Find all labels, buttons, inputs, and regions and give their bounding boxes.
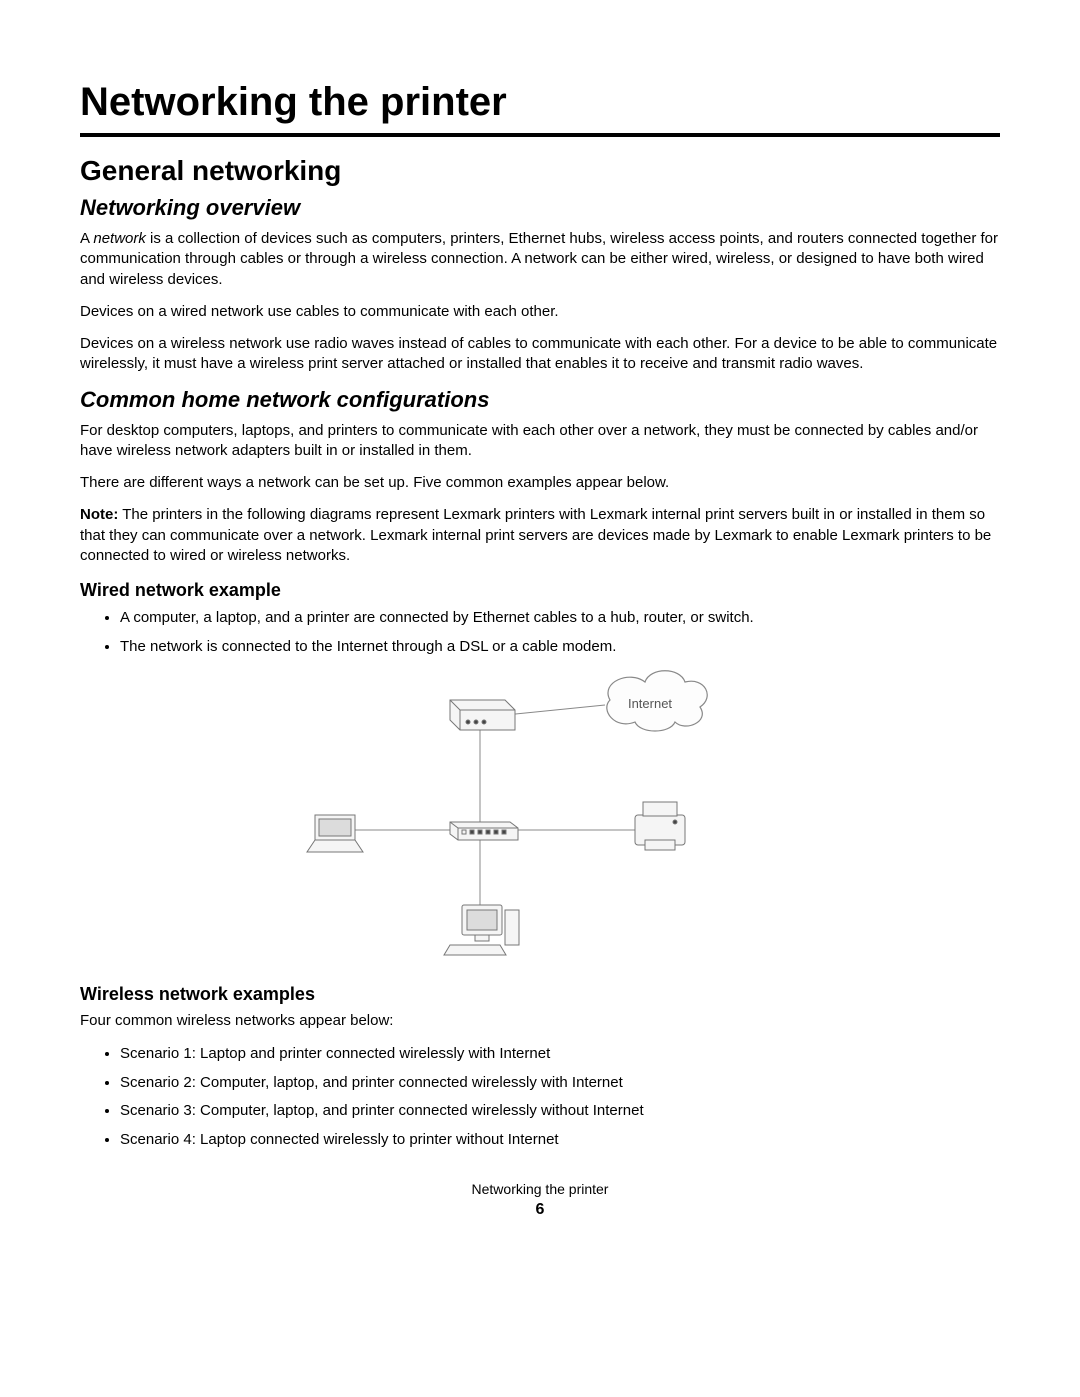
wireless-heading: Wireless network examples <box>80 984 1000 1005</box>
network-diagram-svg: Internet <box>300 670 780 970</box>
p1-post: is a collection of devices such as compu… <box>80 230 998 288</box>
subsection-configs-heading: Common home network configurations <box>80 387 1000 413</box>
horizontal-rule <box>80 133 1000 137</box>
wired-heading: Wired network example <box>80 580 1000 601</box>
section-heading: General networking <box>80 155 1000 187</box>
configs-note: Note: The printers in the following diag… <box>80 505 1000 566</box>
overview-paragraph-1: A network is a collection of devices suc… <box>80 229 1000 290</box>
overview-paragraph-2: Devices on a wired network use cables to… <box>80 302 1000 322</box>
page-footer: Networking the printer 6 <box>80 1181 1000 1219</box>
configs-paragraph-2: There are different ways a network can b… <box>80 473 1000 493</box>
configs-paragraph-1: For desktop computers, laptops, and prin… <box>80 421 1000 462</box>
wireless-intro: Four common wireless networks appear bel… <box>80 1011 1000 1031</box>
wireless-scenario-2: Scenario 2: Computer, laptop, and printe… <box>120 1072 1000 1095</box>
wired-bullet-2: The network is connected to the Internet… <box>120 636 1000 659</box>
wireless-scenario-1: Scenario 1: Laptop and printer connected… <box>120 1043 1000 1066</box>
chapter-title: Networking the printer <box>80 80 1000 125</box>
subsection-overview-heading: Networking overview <box>80 195 1000 221</box>
note-label: Note: <box>80 506 118 523</box>
note-text: The printers in the following diagrams r… <box>80 506 991 564</box>
wireless-scenario-4: Scenario 4: Laptop connected wirelessly … <box>120 1129 1000 1152</box>
network-diagram: Internet <box>80 670 1000 970</box>
page-number: 6 <box>80 1201 1000 1219</box>
wireless-scenario-3: Scenario 3: Computer, laptop, and printe… <box>120 1100 1000 1123</box>
overview-paragraph-3: Devices on a wireless network use radio … <box>80 334 1000 375</box>
svg-text:Internet: Internet <box>628 696 672 711</box>
page: Networking the printer General networkin… <box>0 0 1080 1259</box>
p1-pre: A <box>80 230 93 247</box>
p1-network-term: network <box>93 230 146 247</box>
wired-bullets: A computer, a laptop, and a printer are … <box>80 607 1000 658</box>
wireless-scenarios: Scenario 1: Laptop and printer connected… <box>80 1043 1000 1151</box>
footer-text: Networking the printer <box>80 1181 1000 1197</box>
wired-bullet-1: A computer, a laptop, and a printer are … <box>120 607 1000 630</box>
